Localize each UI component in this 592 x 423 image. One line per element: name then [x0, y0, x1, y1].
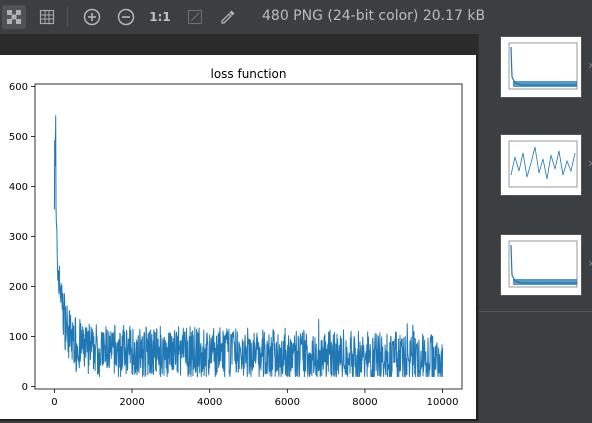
- image-preview: loss function 0 2000 4000 6000 8000 10000 0 100 2…: [0, 55, 478, 421]
- toolbar-separator: [67, 7, 68, 27]
- chessboard-icon: [7, 10, 21, 24]
- chart-title: loss function: [210, 67, 286, 81]
- chevron-right-icon: ›: [588, 156, 592, 170]
- actual-size-button[interactable]: 1:1: [148, 5, 172, 29]
- chevron-right-icon: ›: [588, 256, 592, 270]
- thumbnail-loss-chart-image: [508, 42, 578, 90]
- zoom-out-icon: [117, 8, 135, 26]
- thumbnail-noise-plot[interactable]: [500, 134, 582, 196]
- thumbnail-sidebar: › › ›: [478, 34, 592, 421]
- y-tick-label: 500: [9, 132, 28, 143]
- color-picker-icon: [221, 10, 235, 24]
- chessboard-toggle-button[interactable]: [2, 5, 26, 29]
- image-info-label: 480 PNG (24-bit color) 20.17 kB: [262, 8, 486, 24]
- thumbnail-noise-chart-image: [508, 140, 578, 188]
- thumbnail-loss-plot-2[interactable]: [500, 234, 582, 296]
- x-tick-label: 2000: [119, 397, 144, 408]
- fit-to-window-button[interactable]: [183, 5, 207, 29]
- grid-toggle-button[interactable]: [35, 5, 59, 29]
- zoom-in-button[interactable]: [80, 5, 104, 29]
- y-tick-label: 300: [9, 232, 28, 243]
- fit-to-window-icon: [187, 9, 203, 25]
- image-toolbar: 1:1 480 PNG (24-bit color) 20.17 kB: [0, 0, 592, 34]
- zoom-in-icon: [83, 8, 101, 26]
- actual-size-icon: 1:1: [149, 10, 171, 24]
- grid-icon: [39, 9, 55, 25]
- x-tick-label: 8000: [352, 397, 377, 408]
- y-tick-label: 0: [22, 382, 28, 393]
- y-tick-label: 200: [9, 282, 28, 293]
- color-picker-button[interactable]: [216, 5, 240, 29]
- y-tick-label: 400: [9, 182, 28, 193]
- chevron-right-icon: ›: [588, 58, 592, 72]
- x-tick-label: 0: [51, 397, 57, 408]
- thumbnail-loss-chart-image: [508, 240, 578, 288]
- y-tick-label: 600: [9, 82, 28, 93]
- loss-series-line: [53, 115, 444, 377]
- x-tick-label: 10000: [427, 397, 459, 408]
- sidebar-divider: [479, 311, 592, 312]
- zoom-out-button[interactable]: [114, 5, 138, 29]
- loss-chart: loss function 0 2000 4000 6000 8000 10000 0 100 2…: [9, 67, 463, 408]
- thumbnail-loss-plot-1[interactable]: [500, 36, 582, 98]
- x-tick-label: 6000: [275, 397, 300, 408]
- y-tick-label: 100: [9, 332, 28, 343]
- x-tick-label: 4000: [197, 397, 222, 408]
